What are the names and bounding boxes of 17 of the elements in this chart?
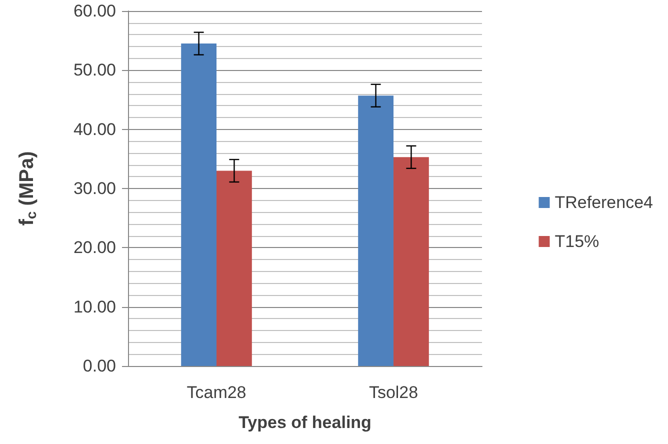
y-tick-label: 50.00 <box>73 60 116 80</box>
y-tick-label: 20.00 <box>73 238 116 258</box>
y-tick-label: 10.00 <box>73 297 116 316</box>
x-tick-label: Tcam28 <box>186 383 246 402</box>
y-tick-label: 30.00 <box>73 179 116 198</box>
x-axis-title: Types of healing <box>238 413 372 432</box>
legend-label: TReference4 <box>554 193 654 212</box>
bar <box>394 157 429 366</box>
y-tick-label: 40.00 <box>73 120 116 139</box>
bar <box>358 96 394 366</box>
y-tick-label: 0.00 <box>82 356 116 376</box>
y-axis-title: fc (MPa) <box>16 151 39 226</box>
y-tick-label: 60.00 <box>73 2 116 20</box>
x-tick-label: Tsol28 <box>368 383 418 402</box>
legend-label: T15% <box>554 232 600 251</box>
bar <box>181 44 216 366</box>
bar <box>216 170 252 366</box>
